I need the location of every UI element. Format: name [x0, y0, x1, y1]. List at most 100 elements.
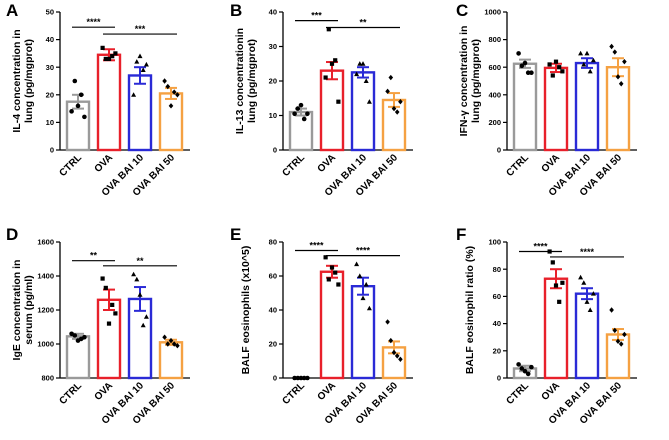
- category-label: CTRL: [57, 152, 84, 179]
- bar-2: [127, 74, 153, 152]
- data-point: [357, 61, 363, 66]
- category-label: OVA: [540, 380, 563, 403]
- data-point: [363, 78, 369, 83]
- significance-label: ****: [356, 246, 371, 256]
- significance-label: **: [90, 251, 98, 261]
- data-point: [82, 334, 87, 340]
- data-point: [113, 51, 118, 56]
- data-point: [584, 299, 590, 304]
- data-point: [388, 337, 394, 344]
- y-tick-label: 1400: [37, 272, 54, 281]
- data-point: [143, 314, 149, 319]
- data-point: [609, 43, 614, 50]
- y-tick-label: 1000: [484, 8, 501, 17]
- data-point: [391, 349, 397, 356]
- data-point: [609, 307, 614, 313]
- significance-label: ***: [311, 11, 322, 21]
- data-point: [519, 63, 525, 69]
- data-point: [329, 265, 335, 270]
- bar-1: [319, 69, 345, 152]
- data-point: [336, 282, 341, 287]
- y-tick-label: 1200: [37, 306, 54, 315]
- category-label: OVA: [93, 152, 116, 175]
- panel-letter: A: [6, 1, 18, 20]
- y-tick-label: 40: [493, 319, 501, 328]
- data-point: [140, 67, 146, 72]
- y-tick-label: 20: [493, 346, 501, 355]
- data-point: [295, 106, 301, 111]
- panel-letter: F: [456, 225, 466, 244]
- data-point: [333, 270, 338, 275]
- data-point: [560, 69, 565, 74]
- data-point: [578, 274, 584, 280]
- data-point: [360, 61, 366, 66]
- y-tick-label: 30: [46, 63, 54, 72]
- data-point: [587, 68, 593, 74]
- data-point: [560, 280, 565, 285]
- y-tick-label: 30: [269, 42, 277, 51]
- y-tick-label: 200: [488, 118, 501, 127]
- y-tick-label: 400: [488, 90, 501, 99]
- y-tick-label: 600: [488, 63, 501, 72]
- data-point: [106, 321, 112, 326]
- data-point: [329, 61, 335, 66]
- category-label: CTRL: [57, 380, 84, 407]
- y-tick-label: 10: [46, 118, 54, 127]
- data-point: [305, 111, 310, 117]
- y-tick-label: 1000: [37, 340, 54, 349]
- significance-label: ****: [309, 241, 324, 251]
- significance-label: **: [136, 256, 144, 266]
- data-point: [553, 59, 559, 64]
- data-point: [615, 74, 621, 80]
- data-point: [140, 322, 146, 328]
- panel-letter: B: [230, 1, 242, 20]
- data-point: [357, 273, 363, 278]
- data-point: [590, 291, 596, 296]
- data-point: [618, 341, 624, 347]
- data-point: [134, 276, 140, 282]
- bar-1: [543, 277, 569, 380]
- data-point: [525, 70, 531, 76]
- data-point: [168, 103, 174, 109]
- bar-1: [543, 66, 569, 152]
- data-point: [131, 271, 137, 277]
- data-point: [398, 99, 403, 105]
- y-tick-label: 80: [269, 238, 277, 247]
- data-point: [547, 62, 552, 67]
- y-tick-label: 60: [493, 292, 501, 301]
- data-point: [529, 70, 534, 76]
- y-tick-label: 0: [497, 146, 501, 155]
- panel-letter: C: [456, 1, 468, 20]
- data-point: [78, 92, 84, 98]
- data-point: [398, 356, 403, 362]
- data-point: [581, 61, 587, 67]
- data-point: [529, 364, 534, 370]
- significance-label: ****: [533, 242, 548, 252]
- y-axis-label: BALF eosinophil ratio (%): [464, 246, 476, 374]
- y-tick-label: 50: [46, 8, 54, 17]
- data-point: [385, 88, 390, 95]
- y-tick-label: 800: [41, 374, 54, 383]
- y-tick-label: 0: [273, 374, 277, 383]
- y-axis-label-line: IL-13 concentrationin: [234, 28, 246, 134]
- data-point: [165, 341, 171, 347]
- data-point: [110, 302, 115, 307]
- panel-e: E 0 20 40 60 80 BALF eosinophils (x10^5) CTRL OV…: [230, 225, 413, 427]
- data-point: [143, 61, 149, 67]
- data-point: [301, 116, 307, 122]
- y-tick-label: 800: [488, 35, 501, 44]
- data-point: [354, 71, 360, 77]
- data-point: [72, 78, 78, 84]
- y-axis-label: IL-4 concentration inlung (pg/mgprot): [11, 29, 35, 132]
- y-tick-label: 1600: [37, 238, 54, 247]
- y-tick-label: 20: [269, 340, 277, 349]
- category-label: OVA: [316, 380, 339, 403]
- data-point: [110, 54, 115, 59]
- significance-label: ****: [580, 247, 595, 257]
- bar-1: [319, 270, 345, 380]
- data-point: [165, 83, 171, 90]
- panel-a: A 0 10 20 30 40 50 IL-4 concentration inlung (p…: [6, 1, 190, 199]
- data-point: [103, 56, 108, 62]
- data-point: [354, 261, 360, 267]
- bar-2: [574, 61, 600, 152]
